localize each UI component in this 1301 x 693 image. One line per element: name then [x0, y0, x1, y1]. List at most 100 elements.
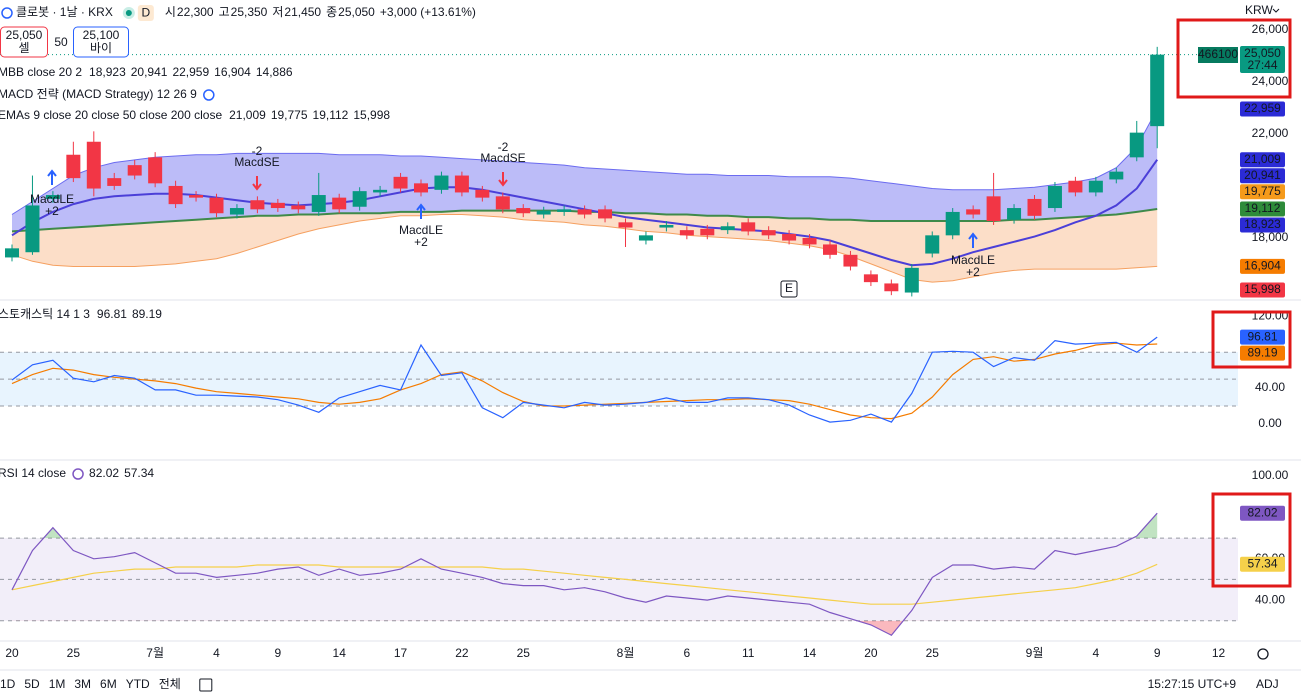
x-tick-label: 9월	[1026, 646, 1044, 660]
candle-body	[475, 189, 490, 198]
candle-body	[127, 165, 142, 176]
price-badge-label: 18,923	[1244, 217, 1281, 231]
x-tick-label: 20	[5, 646, 19, 660]
interval-badge: D	[142, 6, 151, 20]
legend-icon	[72, 468, 84, 480]
price-badge	[1240, 101, 1285, 117]
highlight-box	[1211, 310, 1292, 369]
candle-body	[1129, 132, 1144, 158]
candle-body	[516, 208, 531, 214]
price-badge	[1240, 345, 1285, 361]
ohlc-value: 25,050	[338, 5, 375, 19]
ohlc-value: 25,350	[231, 5, 268, 19]
price-badge-label: 20,941	[1244, 168, 1281, 182]
candle-body	[291, 205, 306, 210]
candle-body	[700, 228, 715, 236]
buy-button[interactable]	[73, 26, 129, 58]
price-badge	[1240, 556, 1285, 572]
candle-body	[5, 248, 19, 258]
indicator-line	[11, 512, 1158, 636]
settings-icon	[1257, 648, 1269, 660]
buy-price: 25,100	[83, 28, 120, 42]
candle-body	[1068, 180, 1083, 193]
range-button[interactable]: 1M	[49, 677, 66, 691]
band-fill	[12, 109, 1158, 232]
candle-body	[332, 197, 347, 210]
range-button[interactable]: YTD	[126, 677, 150, 691]
ohlc-key: 시	[165, 5, 176, 19]
range-button[interactable]: 1D	[0, 677, 16, 691]
price-badge	[1240, 505, 1285, 521]
last-price: 25,050	[1244, 46, 1281, 60]
y-tick-label: 22,000	[1252, 126, 1289, 140]
legend-value: 15,998	[353, 108, 390, 122]
x-tick-label: 20	[864, 646, 878, 660]
range-button[interactable]: 5D	[24, 677, 40, 691]
buy-arrow	[47, 169, 57, 185]
price-pane	[0, 46, 1238, 297]
candle-body	[414, 183, 428, 193]
candle-body	[1109, 171, 1124, 180]
legend-value: 19,112	[313, 108, 349, 122]
candle-body	[598, 209, 613, 219]
range-button[interactable]: 6M	[100, 677, 117, 691]
range-button[interactable]: 3M	[74, 677, 91, 691]
candle-body	[904, 267, 919, 293]
symbol-title: 클로봇 · 1날 · KRX	[16, 5, 113, 19]
legend-value: 19,775	[271, 108, 308, 122]
candle-body	[823, 244, 837, 255]
price-badge-label: 19,112	[1245, 201, 1281, 215]
x-tick-label: 22	[455, 646, 469, 660]
range-button[interactable]: 전체	[159, 677, 181, 691]
candle-body	[434, 175, 449, 190]
candle-body	[393, 176, 408, 189]
y-tick-label: 0.00	[1258, 416, 1282, 430]
price-badge	[1240, 152, 1285, 168]
ohlc-key: 저	[272, 5, 283, 19]
legend-value: 20,941	[131, 65, 168, 79]
candle-body	[250, 200, 265, 210]
candle-body	[209, 197, 224, 214]
x-tick-label: 6	[684, 646, 691, 660]
indicator-line	[11, 342, 1158, 420]
candle-body	[557, 209, 572, 212]
price-badge	[1240, 184, 1285, 200]
candle-body	[638, 235, 653, 241]
signal-label: MacdLE	[30, 192, 74, 206]
change: +3,000 (+13.61%)	[380, 5, 476, 19]
sell-price: 25,050	[6, 28, 43, 42]
candle-body	[270, 202, 285, 209]
legend-value: 22,959	[172, 65, 209, 79]
ohlc-key: 종	[326, 5, 337, 19]
candle-body	[741, 222, 756, 232]
buy-arrow	[968, 232, 978, 248]
price-badge-label: 89.19	[1247, 345, 1277, 359]
price-badge	[1240, 201, 1285, 217]
adj-button[interactable]: ADJ	[1256, 677, 1279, 691]
price-badge-label: 57.34	[1247, 556, 1277, 570]
symbol-logo	[1, 7, 13, 19]
signal-label: MacdLE	[951, 253, 995, 267]
legend-value: 14,886	[256, 65, 293, 79]
candle-body	[373, 189, 388, 193]
y-tick-label: 24,000	[1252, 74, 1289, 88]
x-tick-label: 4	[1093, 646, 1100, 660]
ohlc-value: 22,300	[177, 5, 214, 19]
candle-body	[863, 274, 878, 283]
ohlc-key: 고	[219, 5, 230, 19]
sell-button[interactable]	[0, 26, 48, 58]
candle-body	[618, 222, 633, 228]
candle-body	[495, 196, 510, 210]
signal-label: MacdSE	[234, 155, 279, 169]
y-tick-label: 18,000	[1252, 230, 1289, 244]
candle-body	[311, 195, 326, 212]
signal-qty: +2	[45, 204, 59, 218]
date-range-icon[interactable]	[199, 678, 213, 692]
candle-body	[679, 230, 694, 236]
price-badge	[1240, 217, 1285, 233]
last-price-tag	[1240, 46, 1285, 73]
currency-chevron	[1272, 8, 1280, 13]
candle-body	[25, 205, 40, 253]
x-tick-label: 25	[926, 646, 940, 660]
candle-body	[966, 209, 981, 215]
